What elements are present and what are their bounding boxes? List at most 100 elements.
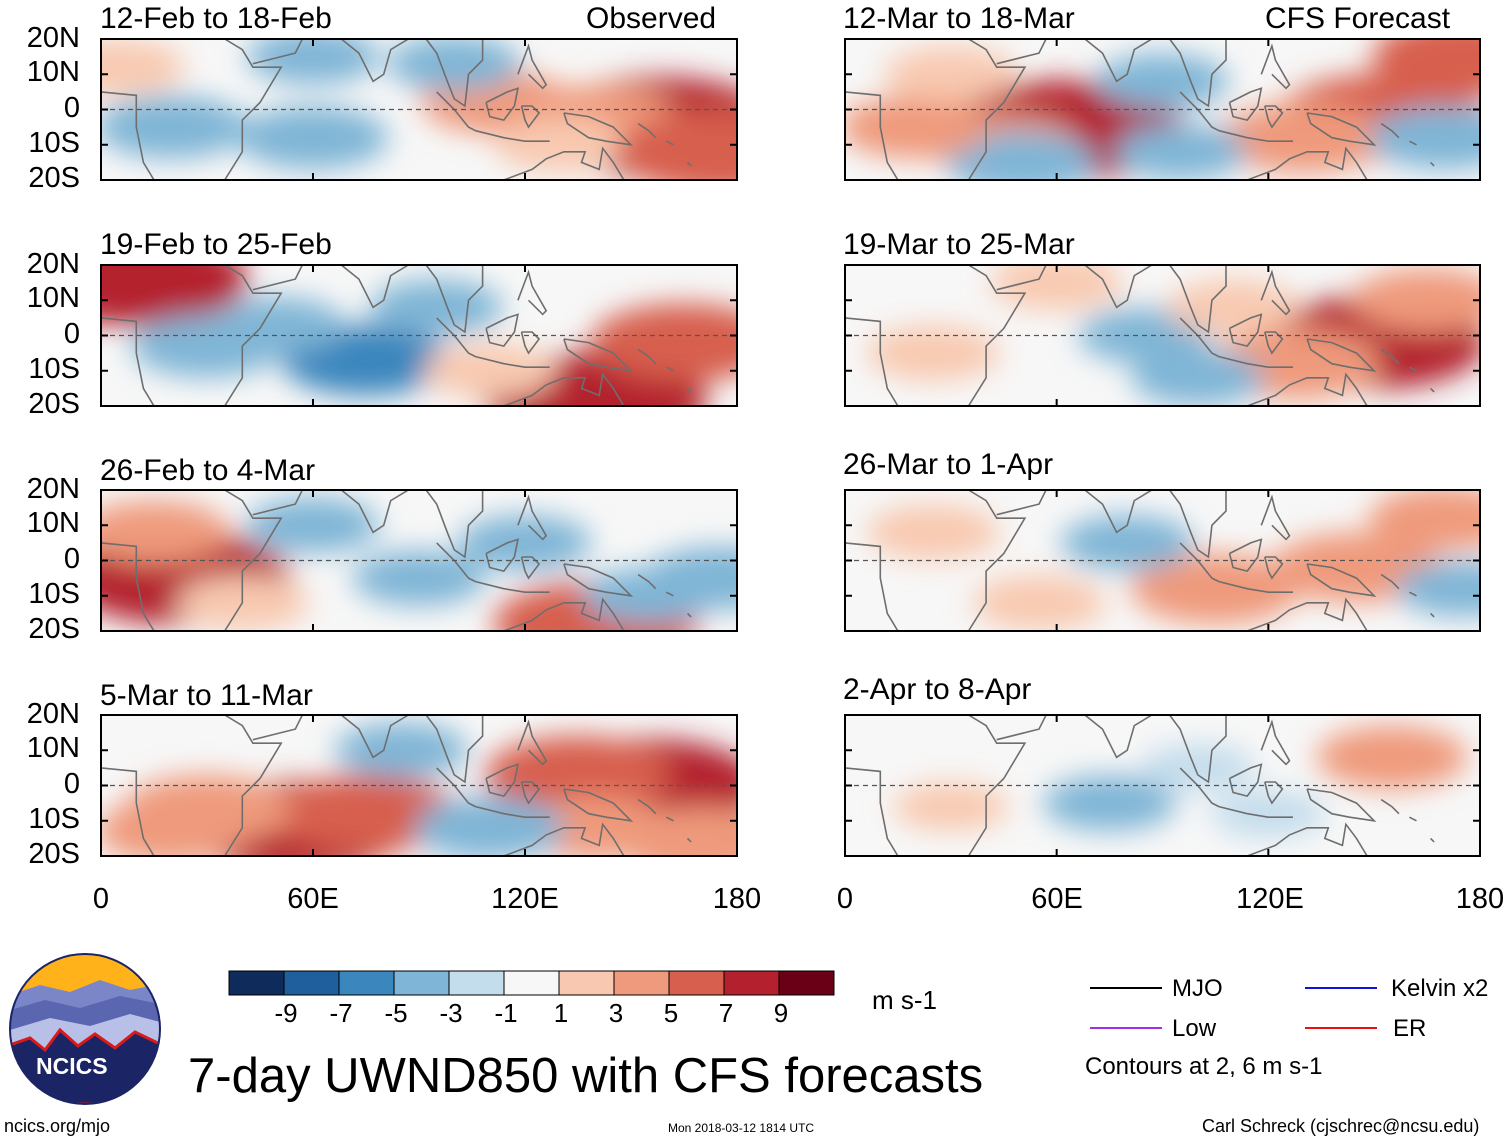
y-tick-label: 10S [28,803,80,835]
coastline [1179,91,1220,132]
coastline [520,781,541,805]
coastline [425,265,484,334]
ncics-logo [9,953,161,1105]
anomaly-blob [884,46,1018,102]
coastline [563,563,634,597]
y-tick-label: 20S [28,388,80,420]
coastline [1218,129,1293,142]
y-tick-label: 10N [26,507,80,539]
coastline [503,597,625,631]
author-credit: Carl Schreck (cjschrec@ncsu.edu) [1202,1116,1480,1136]
coastline [845,542,899,631]
colorbar [228,970,835,996]
legend-mjo: MJO [1172,975,1223,1002]
colorbar-label: -3 [439,998,463,1028]
anomaly-blob [1166,279,1300,336]
anomaly-blob [334,722,468,778]
coastline [1260,43,1291,90]
coastline [224,715,283,856]
anomaly-blob [1395,560,1480,617]
coastline [1380,348,1400,365]
coastline [1430,161,1435,167]
units-label: m s-1 [872,985,937,1015]
coastline [996,490,1047,516]
anomaly-blob [945,130,1097,180]
coastline [503,372,625,406]
anomaly-blob [1372,39,1480,96]
y-tick-label: 20N [26,698,80,730]
coastline [637,573,657,590]
colorbar-label: -7 [329,998,353,1028]
colorbar-label: 1 [553,998,569,1028]
coastline [1218,805,1293,818]
coastline [1260,269,1291,316]
coastline [1306,338,1377,372]
anomaly-blob [893,782,1009,831]
colorbar-bin [723,970,780,996]
anomaly-blob [387,39,521,92]
coastline [503,822,625,856]
colorbar-bin [228,970,285,996]
legend-low: Low [1172,1015,1217,1042]
coastline [436,91,476,132]
legend-kelvin: Kelvin x2 [1391,975,1489,1002]
coastline [686,387,692,393]
coastline [1168,715,1227,784]
coastline [967,490,1027,631]
coastline [637,348,657,365]
legend-swatches [1090,987,1377,1029]
panel-7 [844,489,1481,632]
anomaly-blob [493,117,627,173]
colorbar-label: -1 [494,998,518,1028]
y-tick-label: 0 [63,318,80,350]
colorbar-label: 7 [718,998,734,1028]
coastline [563,788,634,822]
coastline [1264,105,1284,129]
coastline [1084,715,1153,759]
anomaly-blob [101,39,186,95]
coastline [1306,788,1377,822]
anomaly-blob [414,796,566,856]
coastline [1430,612,1435,618]
panel-title-5: 12-Mar to 18-Mar [843,2,1075,35]
anomaly-blob [211,297,345,353]
observed-header: Observed [586,2,717,35]
coastline [1409,816,1417,822]
anomaly-blob [1113,124,1247,180]
coastline [252,490,304,516]
x-tick-label: 60E [1031,883,1083,915]
coastline [517,43,548,90]
site-link[interactable]: ncics.org/mjo [4,1116,111,1136]
coastline [475,580,550,593]
anomaly-blob [246,497,380,553]
colorbar-bin [393,970,450,996]
coastline [1306,112,1377,146]
coastline [665,591,674,597]
coastline [101,542,155,631]
anomaly-blob [1060,515,1194,571]
coastline [520,331,541,355]
colorbar-bin [448,970,505,996]
panel-title-1: 12-Feb to 18-Feb [100,2,332,35]
panel-8 [844,714,1481,857]
anomaly-blob [617,806,737,856]
coastline [485,763,519,798]
coastline [1179,317,1220,358]
anomaly-blob [272,774,460,853]
coastline [1430,387,1435,393]
coastline [1084,39,1153,83]
x-tick-label: 180 [1455,883,1505,915]
anomaly-field [893,725,1468,838]
anomaly-field [101,265,737,406]
panel-2 [100,264,738,407]
anomaly-field [866,265,1480,406]
logo-text: NCICS [36,1053,108,1079]
coastline [996,39,1047,65]
coastline [1264,781,1284,805]
legend-er: ER [1393,1015,1427,1042]
x-tick-label: 120E [1236,883,1304,915]
anomaly-blob [101,265,248,326]
anomaly-blob [582,568,716,624]
coastline [520,105,541,129]
colorbar-label: 9 [773,998,789,1028]
